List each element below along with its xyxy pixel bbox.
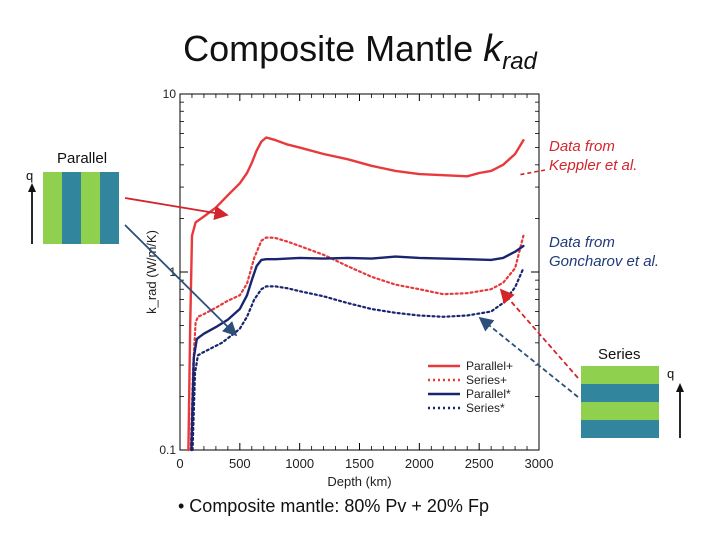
keppler-line-1: Data from (549, 138, 615, 155)
composite-bullet: • Composite mantle: 80% Pv + 20% Fp (178, 496, 489, 516)
x-tick-label: 0 (176, 456, 183, 471)
series-label: Series (598, 346, 641, 363)
q-arrow-left-head (28, 183, 36, 192)
series-line-2 (189, 234, 525, 452)
keppler-line-2: Keppler et al. (549, 157, 638, 174)
title-k-symbol: krad (483, 28, 537, 75)
goncharov-line-2: Goncharov et al. (549, 253, 660, 270)
y-tick-label: 0.1 (159, 443, 176, 457)
series-line-3 (190, 244, 525, 452)
parallel-label: Parallel (57, 150, 108, 167)
keppler-arrow (517, 169, 546, 176)
q-label-right: q (667, 366, 675, 381)
legend-label-2: Series+ (466, 373, 507, 387)
title-k: k (483, 28, 503, 70)
series-line-1 (187, 136, 525, 452)
x-tick-label: 3000 (525, 456, 554, 471)
legend: Parallel+Series+Parallel*Series* (428, 359, 513, 415)
parallel-stripe-4 (100, 172, 119, 244)
keppler-annotation: Data from Keppler et al. (549, 137, 637, 175)
x-tick-label: 1000 (285, 456, 314, 471)
x-tick-label: 1500 (345, 456, 374, 471)
x-tick-label: 2000 (405, 456, 434, 471)
y-axis-label: k_rad (W/m/K) (144, 230, 159, 314)
parallel-diagram (28, 172, 119, 244)
y-tick-label: 10 (163, 87, 177, 101)
parallel-arrow-blue (124, 224, 238, 337)
series-line-4 (191, 267, 525, 452)
series-stripe-1 (581, 366, 659, 384)
series-group (187, 136, 525, 452)
title-text: Composite Mantle (183, 28, 484, 69)
series-arrow-blue (478, 316, 579, 398)
x-tick-label: 2500 (465, 456, 494, 471)
slide-title: Composite Mantle krad (0, 28, 720, 76)
parallel-arrow-red (124, 197, 229, 221)
title-subscript: rad (502, 48, 537, 75)
series-stripe-3 (581, 402, 659, 420)
parallel-stripe-1 (43, 172, 62, 244)
q-label-left: q (26, 168, 34, 183)
series-stripe-4 (581, 420, 659, 438)
q-arrow-right-head (676, 383, 684, 392)
x-axis-label: Depth (km) (327, 474, 391, 489)
series-arrow-red (499, 288, 579, 379)
parallel-stripe-3 (81, 172, 100, 244)
goncharov-line-1: Data from (549, 234, 615, 251)
legend-label-4: Series* (466, 401, 505, 415)
series-diagram (581, 366, 684, 438)
legend-label-3: Parallel* (466, 387, 511, 401)
legend-label-1: Parallel+ (466, 359, 513, 373)
series-stripe-2 (581, 384, 659, 402)
x-tick-label: 500 (229, 456, 251, 471)
goncharov-annotation: Data from Goncharov et al. (549, 233, 659, 271)
parallel-stripe-2 (62, 172, 81, 244)
